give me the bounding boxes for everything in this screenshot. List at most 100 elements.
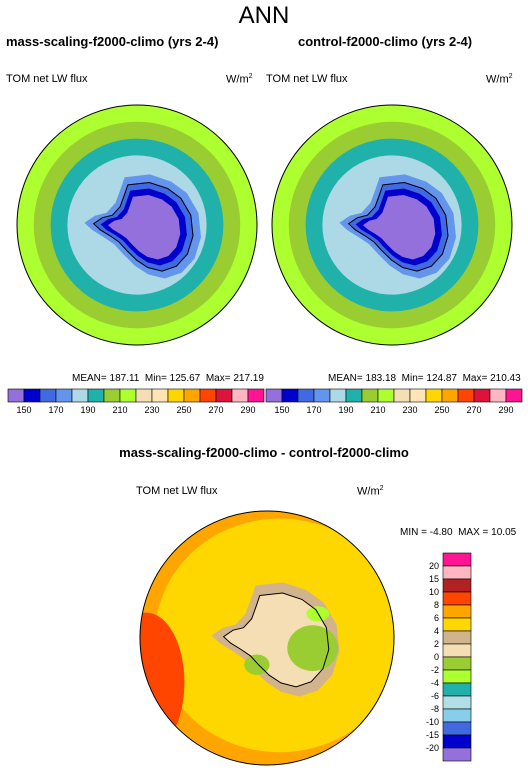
- colorbar-box: [135, 388, 153, 403]
- colorbar-box: [442, 721, 472, 736]
- colorbar-box: [7, 388, 25, 403]
- colorbar-tick-label: 230: [144, 405, 159, 415]
- colorbar-box: [199, 388, 217, 403]
- colorbar-box: [441, 388, 459, 403]
- colorbar-box: [361, 388, 379, 403]
- colorbar-tick-label: 210: [370, 405, 385, 415]
- colorbar-tick-label: 230: [402, 405, 417, 415]
- colorbar-box: [442, 656, 472, 671]
- colorbar-box: [442, 565, 472, 580]
- colorbar-box: [103, 388, 121, 403]
- colorbar-box: [409, 388, 427, 403]
- colorbar-box: [71, 388, 89, 403]
- colorbar-box: [489, 388, 507, 403]
- colorbar-tick-label: 290: [240, 405, 255, 415]
- colorbar-tick-label: -4: [431, 678, 439, 688]
- colorbar-tick-label: 20: [429, 561, 439, 571]
- diff-variable-label: TOM net LW flux: [136, 485, 218, 497]
- colorbar-tick-label: 270: [466, 405, 481, 415]
- colorbar-box: [231, 388, 249, 403]
- colorbar-tick-label: 290: [498, 405, 513, 415]
- colorbar-tick-label: 170: [48, 405, 63, 415]
- colorbar-tick-label: 8: [434, 600, 439, 610]
- colorbar-box: [377, 388, 395, 403]
- colorbar-tick-label: 0: [434, 652, 439, 662]
- coastline: [347, 181, 449, 272]
- colorbar-tick-label: 4: [434, 626, 439, 636]
- coastline: [92, 181, 194, 272]
- colorbar-box: [442, 669, 472, 684]
- colorbar-box: [425, 388, 443, 403]
- region-east-antarctic-patch: [287, 625, 339, 672]
- colorbar-tick-label: 270: [208, 405, 223, 415]
- panel-1-variable-label: TOM net LW flux: [6, 73, 88, 85]
- colorbar-box: [442, 591, 472, 606]
- map-border: [16, 104, 258, 346]
- panel-1-stats: MEAN= 187.11 Min= 125.67 Max= 217.19: [72, 373, 264, 384]
- colorbar-tick-label: -2: [431, 665, 439, 675]
- map-border: [139, 510, 395, 766]
- colorbar-tick-label: -6: [431, 691, 439, 701]
- colorbar-box: [151, 388, 169, 403]
- colorbar-box: [442, 734, 472, 749]
- diff-fields: [140, 511, 394, 765]
- colorbar-tick-label: 210: [112, 405, 127, 415]
- panel-2-stats: MEAN= 183.18 Min= 124.87 Max= 210.43: [328, 373, 521, 384]
- colorbar-box: [215, 388, 233, 403]
- colorbar-box: [442, 578, 472, 593]
- colorbar-box: [442, 552, 472, 567]
- colorbar-tick-label: 15: [429, 574, 439, 584]
- colorbar-tick-label: -15: [426, 730, 439, 740]
- colorbar-box: [39, 388, 57, 403]
- colorbar-tick-label: 150: [274, 405, 289, 415]
- colorbar-tick-label: 10: [429, 587, 439, 597]
- colorbar-1: 150 170 190 210 230 250 270 290: [7, 388, 265, 415]
- colorbar-tick-label: -8: [431, 704, 439, 714]
- colorbar-box: [281, 388, 299, 403]
- colorbar-box: [313, 388, 331, 403]
- panel-1-title: mass-scaling-f2000-climo (yrs 2-4): [6, 34, 219, 49]
- colorbar-box: [442, 682, 472, 697]
- diff-units: W/m2: [357, 485, 384, 498]
- colorbar-box: [505, 388, 523, 403]
- region-pacific-sector: [140, 612, 185, 753]
- colorbar-tick-label: -20: [426, 743, 439, 753]
- colorbar-tick-label: -10: [426, 717, 439, 727]
- colorbar-tick-label: 2: [434, 639, 439, 649]
- colorbar-box: [345, 388, 363, 403]
- colorbar-2: 150 170 190 210 230 250 270 290: [265, 388, 523, 415]
- panel-2-units: W/m2: [486, 73, 513, 86]
- colorbar-box: [442, 747, 472, 762]
- polar-map-2: [271, 104, 513, 346]
- colorbar-tick-label: 190: [80, 405, 95, 415]
- colorbar-box: [329, 388, 347, 403]
- colorbar-box: [457, 388, 475, 403]
- colorbar-box: [119, 388, 137, 403]
- colorbar-box: [442, 617, 472, 632]
- colorbar-box: [183, 388, 201, 403]
- colorbar-tick-label: 250: [176, 405, 191, 415]
- colorbar-tick-label: 250: [434, 405, 449, 415]
- panel-2-variable-label: TOM net LW flux: [266, 73, 348, 85]
- colorbar-box: [247, 388, 265, 403]
- figure-title: ANN: [238, 2, 290, 29]
- map-border: [271, 104, 513, 346]
- colorbar-box: [55, 388, 73, 403]
- colorbar-box: [167, 388, 185, 403]
- colorbar-box: [265, 388, 283, 403]
- panel-1-units: W/m2: [226, 73, 253, 86]
- diff-title: mass-scaling-f2000-climo - control-f2000…: [119, 445, 409, 460]
- colorbar-box: [442, 604, 472, 619]
- colorbar-box: [442, 708, 472, 723]
- colorbar-box: [473, 388, 491, 403]
- colorbar-box: [442, 643, 472, 658]
- coastline: [222, 592, 330, 688]
- colorbar-tick-label: 150: [16, 405, 31, 415]
- colorbar-box: [87, 388, 105, 403]
- band-140: [363, 195, 436, 260]
- diff-stats: MIN = -4.80 MAX = 10.05: [400, 527, 517, 538]
- colorbar-box: [442, 695, 472, 710]
- colorbar-box: [23, 388, 41, 403]
- colorbar-tick-label: 190: [338, 405, 353, 415]
